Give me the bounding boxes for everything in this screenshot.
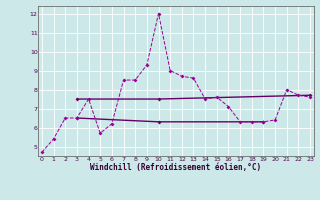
X-axis label: Windchill (Refroidissement éolien,°C): Windchill (Refroidissement éolien,°C) xyxy=(91,163,261,172)
